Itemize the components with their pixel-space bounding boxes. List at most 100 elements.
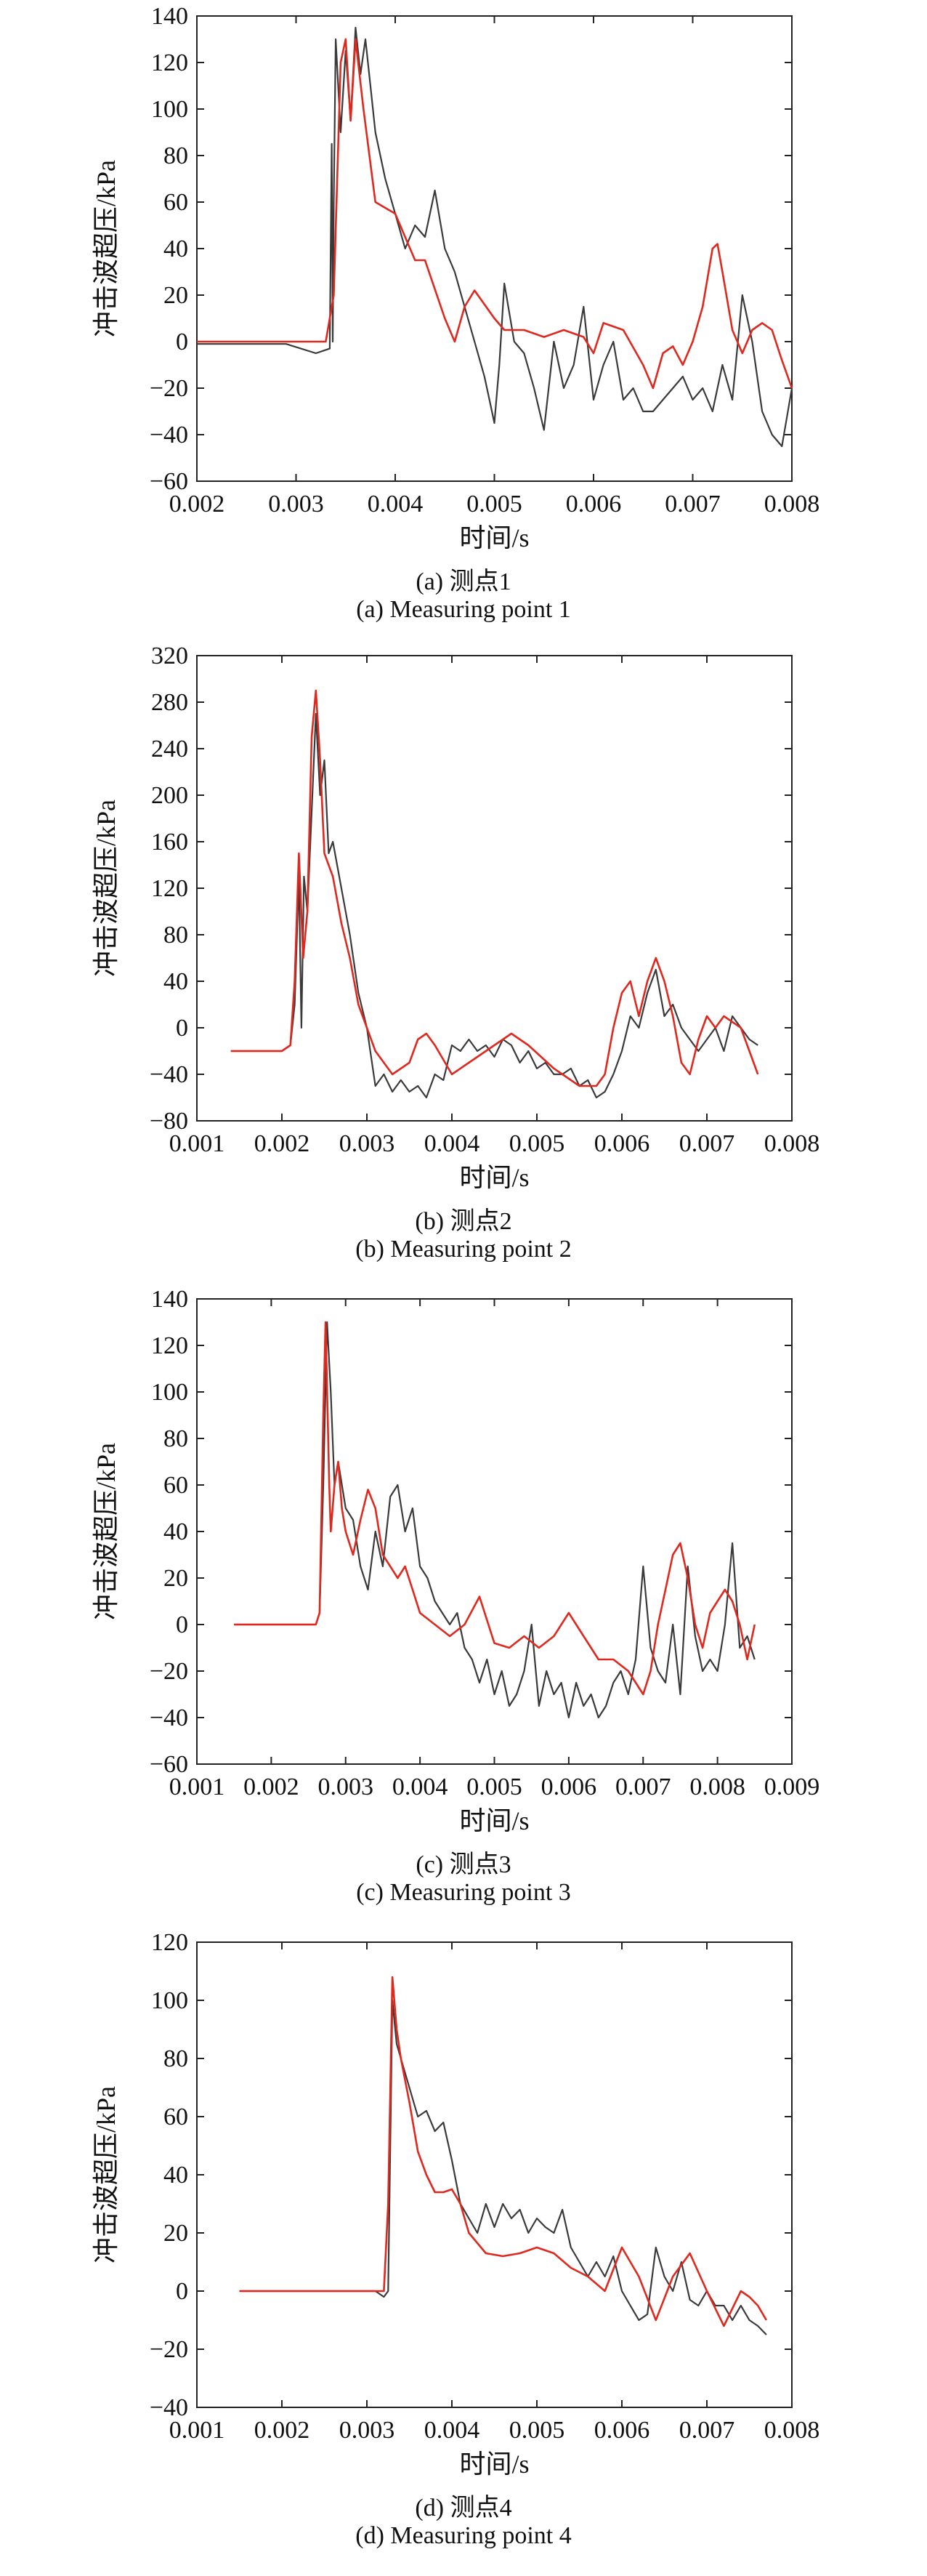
y-tick-label: 20 [163, 282, 188, 309]
caption-en: (c) Measuring point 3 [356, 1879, 571, 1906]
y-tick-label: 80 [163, 2045, 188, 2072]
x-tick-label: 0.006 [566, 491, 622, 518]
x-tick-label: 0.007 [615, 1774, 671, 1800]
y-axis-title: 冲击波超压/kPa [92, 2086, 121, 2263]
y-tick-label: 60 [163, 189, 188, 216]
x-tick-label: 0.003 [268, 491, 324, 518]
y-tick-label: 100 [151, 1379, 188, 1406]
y-tick-label: 80 [163, 922, 188, 949]
axes-frame [196, 15, 793, 482]
x-tick-label: 0.002 [254, 1130, 310, 1157]
chart-panel-2: 0.001 0.002 0.003 0.004 0.005 0.006 0.007 0.008… [0, 640, 927, 1279]
x-tick-label: 0.003 [339, 2417, 395, 2444]
y-tick-label: 200 [151, 782, 188, 809]
y-axis-title: 冲击波超压/kPa [92, 160, 121, 337]
x-tick-label: 0.005 [509, 1130, 565, 1157]
x-axis-title: 时间/s [459, 1163, 529, 1192]
chart-svg: 0.001 0.002 0.003 0.004 0.005 0.006 0.007 0.008… [92, 1286, 820, 1835]
x-tick-label: 0.005 [466, 1774, 522, 1800]
y-tick-label: 60 [163, 1472, 188, 1499]
chart-svg: 0.001 0.002 0.003 0.004 0.005 0.006 0.007 0.008… [92, 643, 819, 1192]
y-tick-label: −40 [150, 1061, 188, 1088]
caption-cn: (c) 测点3 [416, 1851, 511, 1878]
x-tick-label: 0.006 [541, 1774, 597, 1800]
caption-cn: (a) 测点1 [416, 568, 511, 595]
series-line-measured [239, 1999, 767, 2335]
y-tick-label: 0 [176, 1015, 188, 1042]
y-tick-label: 120 [151, 49, 188, 76]
series-line-simulated [234, 1321, 756, 1696]
y-tick-label: −40 [150, 422, 188, 448]
x-tick-label: 0.007 [679, 2417, 735, 2444]
y-tick-label: 60 [163, 2104, 188, 2130]
x-tick-label: 0.002 [254, 2417, 310, 2444]
y-tick-label: −40 [150, 1704, 188, 1731]
x-tick-label: 0.003 [318, 1774, 374, 1800]
chart-panel-1: 0.002 0.003 0.004 0.005 0.006 0.007 0.008 −60 −4… [0, 0, 927, 640]
x-tick-label: 0.004 [392, 1774, 448, 1800]
y-tick-label: 0 [176, 1611, 188, 1638]
y-tick-label: 280 [151, 689, 188, 716]
x-tick-label: 0.004 [424, 1130, 480, 1157]
y-tick-label: 120 [151, 1332, 188, 1359]
y-tick-label: −60 [150, 1751, 188, 1778]
x-axis-title: 时间/s [459, 2450, 529, 2479]
series-line-measured [197, 26, 793, 448]
axes-frame [196, 1941, 793, 2408]
y-axis-title: 冲击波超压/kPa [92, 800, 121, 977]
y-tick-label: 100 [151, 1987, 188, 2014]
chart-svg: 0.001 0.002 0.003 0.004 0.005 0.006 0.007 0.008… [92, 1929, 820, 2479]
x-tick-label: 0.007 [679, 1130, 735, 1157]
x-tick-label: 0.008 [764, 2417, 820, 2444]
y-tick-label: −60 [150, 468, 188, 495]
y-tick-label: 160 [151, 829, 188, 856]
x-tick-label: 0.008 [689, 1774, 745, 1800]
y-tick-label: 0 [176, 329, 188, 355]
x-tick-label: 0.008 [764, 491, 820, 518]
y-tick-label: 0 [176, 2278, 188, 2305]
y-tick-label: −20 [150, 375, 188, 402]
y-tick-label: 20 [163, 1565, 188, 1592]
series-line-simulated [230, 689, 759, 1087]
caption-en: (a) Measuring point 1 [356, 596, 571, 623]
x-tick-label: 0.002 [169, 491, 225, 518]
x-tick-label: 0.004 [424, 2417, 480, 2444]
x-tick-label: 0.005 [509, 2417, 565, 2444]
caption-cn: (d) 测点4 [415, 2495, 512, 2521]
chart-panel-3: 0.001 0.002 0.003 0.004 0.005 0.006 0.007 0.008… [0, 1283, 927, 1923]
y-tick-label: 20 [163, 2220, 188, 2247]
x-tick-label: 0.005 [466, 491, 522, 518]
y-tick-label: 320 [151, 643, 188, 669]
y-tick-label: 80 [163, 1425, 188, 1452]
y-tick-label: 120 [151, 1929, 188, 1956]
caption-en: (d) Measuring point 4 [355, 2522, 572, 2549]
series-line-simulated [239, 1976, 768, 2327]
axes-frame [196, 655, 793, 1122]
x-axis-title: 时间/s [459, 1806, 529, 1835]
y-tick-label: 40 [163, 968, 188, 995]
x-axis-title: 时间/s [459, 523, 529, 552]
y-tick-label: 40 [163, 2162, 188, 2189]
caption-cn: (b) 测点2 [415, 1208, 512, 1235]
y-tick-label: 120 [151, 875, 188, 902]
y-tick-label: 100 [151, 96, 188, 123]
y-tick-label: −40 [150, 2394, 188, 2421]
x-tick-label: 0.001 [169, 1774, 225, 1800]
x-tick-label: 0.001 [169, 2417, 225, 2444]
chart-svg: 0.002 0.003 0.004 0.005 0.006 0.007 0.008 −60 −4… [92, 3, 820, 552]
y-tick-label: 240 [151, 736, 188, 762]
y-tick-label: 40 [163, 1518, 188, 1545]
caption-en: (b) Measuring point 2 [355, 1236, 572, 1263]
x-tick-label: 0.004 [368, 491, 424, 518]
y-tick-label: −20 [150, 2336, 188, 2363]
x-tick-label: 0.001 [169, 1130, 225, 1157]
y-tick-label: −20 [150, 1658, 188, 1685]
series-line-measured [234, 1321, 756, 1719]
x-tick-label: 0.006 [594, 2417, 650, 2444]
x-tick-label: 0.007 [665, 491, 721, 518]
x-tick-label: 0.009 [764, 1774, 820, 1800]
y-tick-label: −80 [150, 1108, 188, 1135]
y-tick-label: 140 [151, 3, 188, 30]
y-tick-label: 40 [163, 236, 188, 262]
